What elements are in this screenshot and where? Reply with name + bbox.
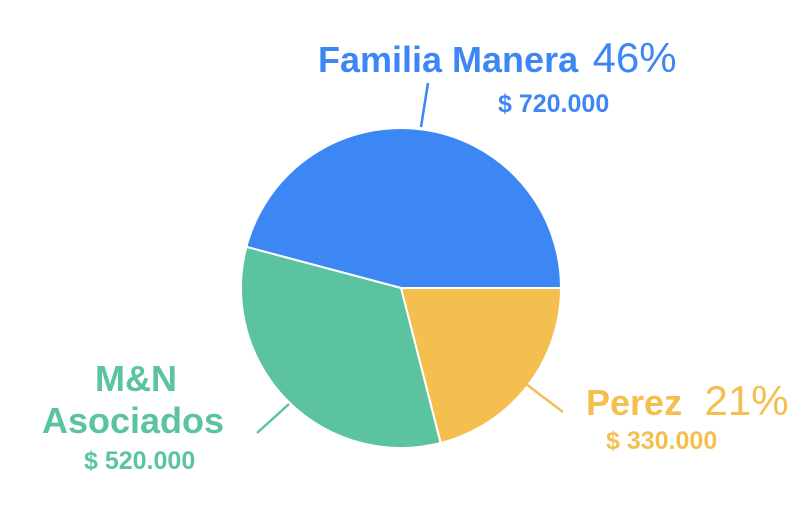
slice-amount-mn: $ 520.000 xyxy=(84,447,195,476)
slice-percent-perez: 21% xyxy=(705,377,789,424)
slice-percent-familia-manera: 46% xyxy=(593,34,677,81)
slice-name-mn-line1: M&N xyxy=(95,358,177,400)
slice-amount-perez: $ 330.000 xyxy=(606,427,717,456)
label-perez: Perez 21% xyxy=(586,377,789,425)
slice-name-familia-manera: Familia Manera xyxy=(318,39,578,80)
slice-name-mn-line2: Asociados xyxy=(42,400,224,442)
slice-amount-familia-manera: $ 720.000 xyxy=(498,90,609,119)
label-familia-manera: Familia Manera 46% xyxy=(318,34,677,82)
leader-familia-manera xyxy=(421,83,428,127)
slice-name-perez: Perez xyxy=(586,382,682,423)
leader-perez xyxy=(526,384,563,412)
leader-mn-asociados xyxy=(257,404,289,433)
